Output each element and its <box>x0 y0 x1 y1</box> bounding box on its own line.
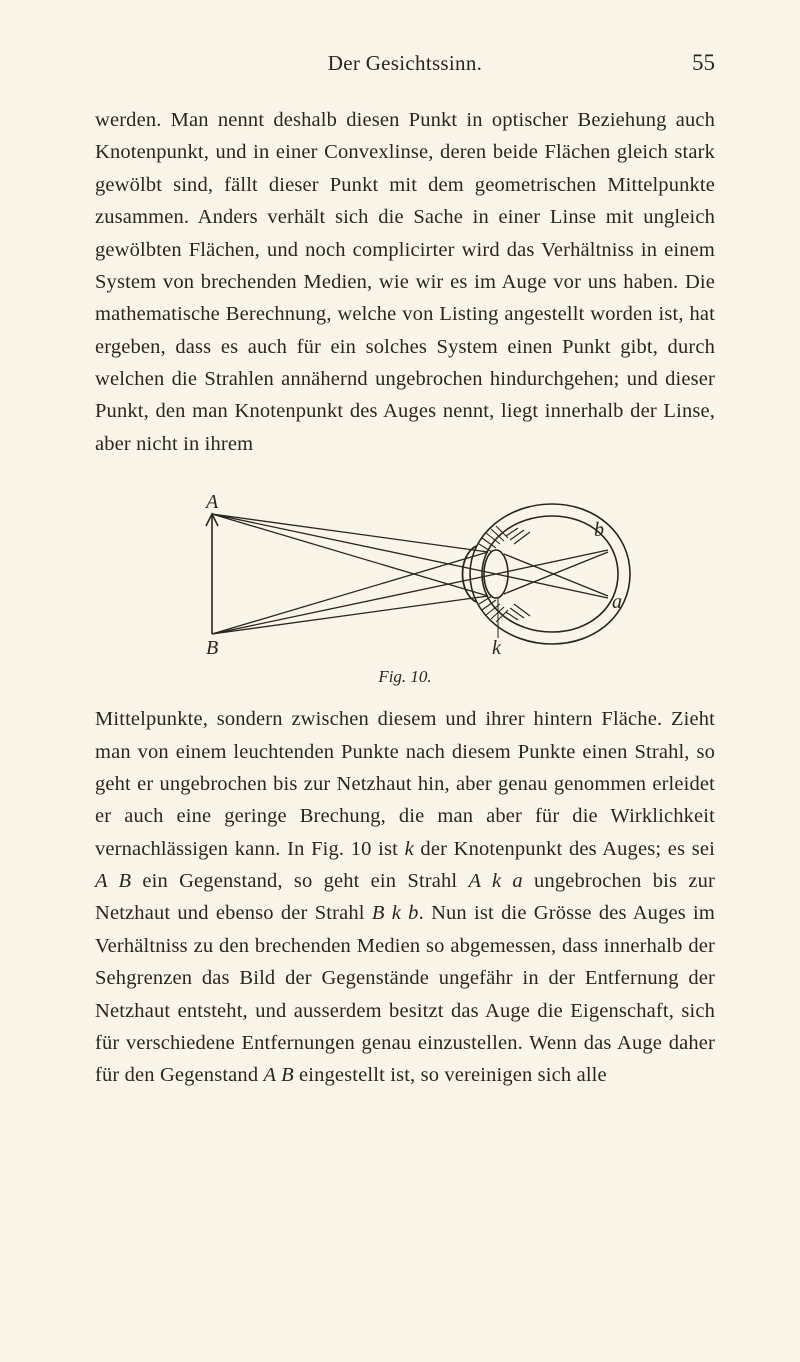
page-number: 55 <box>675 50 715 76</box>
page-header: Der Gesichtssinn. 55 <box>95 50 715 76</box>
figure-label-k: k <box>492 637 502 659</box>
figure-caption: Fig. 10. <box>95 667 715 687</box>
running-head: Der Gesichtssinn. <box>135 51 675 76</box>
figure-10: A B k a b Fig. 10. <box>95 486 715 687</box>
figure-label-b: b <box>594 519 604 541</box>
paragraph-1: werden. Man nennt deshalb diesen Punkt i… <box>95 104 715 460</box>
figure-label-A: A <box>204 491 219 513</box>
figure-label-a: a <box>612 591 622 613</box>
figure-label-B: B <box>206 637 218 659</box>
figure-10-svg: A B k a b <box>170 486 640 661</box>
paragraph-2: Mittelpunkte, sondern zwischen diesem un… <box>95 703 715 1092</box>
